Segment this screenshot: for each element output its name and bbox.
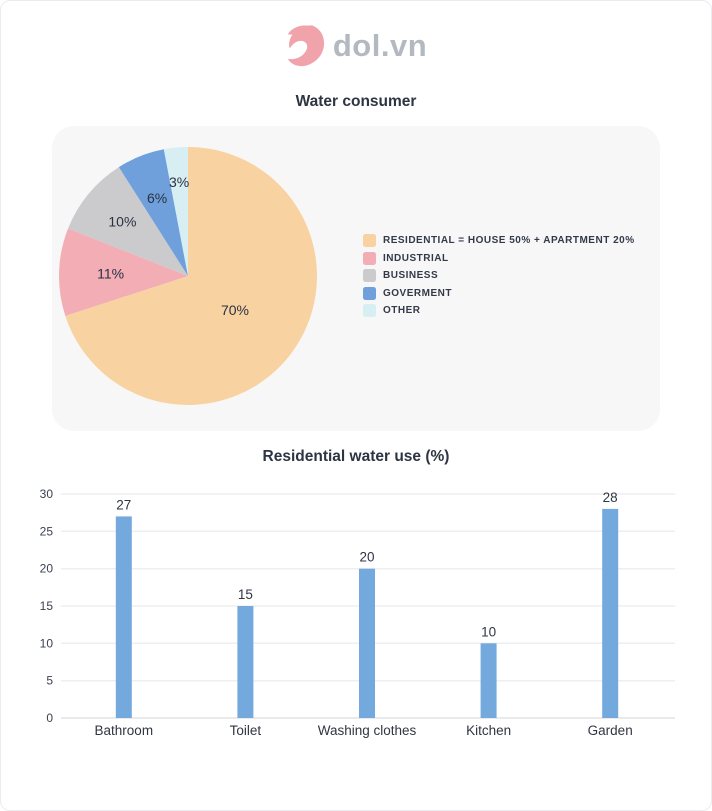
pie-chart-card: 70% 11% 10% 6% 3% RESIDENTIAL = HOUSE 50% + … (52, 126, 660, 431)
legend-item: OTHER (363, 302, 635, 320)
x-tick-label: Washing clothes (318, 723, 417, 738)
pie-slice (163, 147, 188, 276)
pie-chart: 70% 11% 10% 6%3% (58, 147, 317, 405)
pie-value-label: 10% (108, 214, 136, 230)
legend-label: INDUSTRIAL (383, 252, 449, 264)
y-tick-label: 30 (40, 487, 54, 501)
x-tick-label: Kitchen (466, 723, 511, 738)
y-tick-label: 20 (40, 562, 54, 576)
legend-swatch (363, 251, 376, 265)
pie-value-label: 3% (169, 174, 189, 190)
pie-value-label: 70% (221, 302, 249, 318)
pie-value-label: 6% (147, 190, 167, 206)
legend-item: GOVERMENT (363, 285, 635, 303)
y-tick-label: 10 (40, 636, 54, 650)
y-tick-label: 5 (46, 674, 53, 688)
pie-legend: RESIDENTIAL = HOUSE 50% + APARTMENT 20% I… (363, 232, 635, 320)
bar-value-label: 28 (603, 490, 618, 505)
legend-item: BUSINESS (363, 267, 635, 285)
x-tick-label: Bathroom (95, 723, 154, 738)
bar (115, 516, 132, 718)
bar-value-label: 15 (238, 587, 253, 602)
pie-chart-title: Water consumer (295, 93, 417, 110)
dol-logo: dol.vn (1, 1, 711, 73)
legend-item: RESIDENTIAL = HOUSE 50% + APARTMENT 20% (363, 232, 635, 250)
legend-label: GOVERMENT (383, 287, 452, 299)
legend-swatch (363, 234, 376, 248)
legend-item: INDUSTRIAL (363, 250, 635, 268)
bar-value-label: 10 (481, 624, 496, 639)
legend-swatch (363, 269, 376, 283)
legend-label: RESIDENTIAL = HOUSE 50% + APARTMENT 20% (383, 235, 635, 247)
bar (359, 568, 375, 718)
bar (602, 508, 619, 718)
pie-slice (118, 149, 188, 276)
pie-slice (65, 147, 317, 405)
legend-label: OTHER (383, 305, 421, 317)
bar-value-label: 27 (116, 497, 131, 512)
bar-chart-title: Residential water use (%) (262, 448, 450, 465)
y-tick-label: 15 (40, 599, 54, 613)
legend-swatch (363, 286, 376, 300)
x-tick-label: Toilet (230, 723, 262, 738)
legend-label: BUSINESS (383, 270, 439, 282)
pie-slice (68, 167, 188, 276)
dol-logo-icon (287, 24, 324, 66)
bar (237, 606, 254, 718)
bar-value-label: 20 (359, 550, 374, 565)
logo-text: dol.vn (332, 27, 428, 63)
bar-chart: 0 5 10 15 20 25 30 27 Bathroom 15 Toilet 20 Washing … (40, 487, 675, 738)
x-tick-label: Garden (588, 723, 633, 738)
pie-slice (58, 228, 189, 316)
legend-swatch (363, 304, 376, 318)
pie-value-label: 11% (97, 266, 124, 282)
y-tick-label: 25 (40, 524, 54, 538)
bar (480, 643, 497, 718)
y-tick-label: 0 (46, 711, 53, 725)
